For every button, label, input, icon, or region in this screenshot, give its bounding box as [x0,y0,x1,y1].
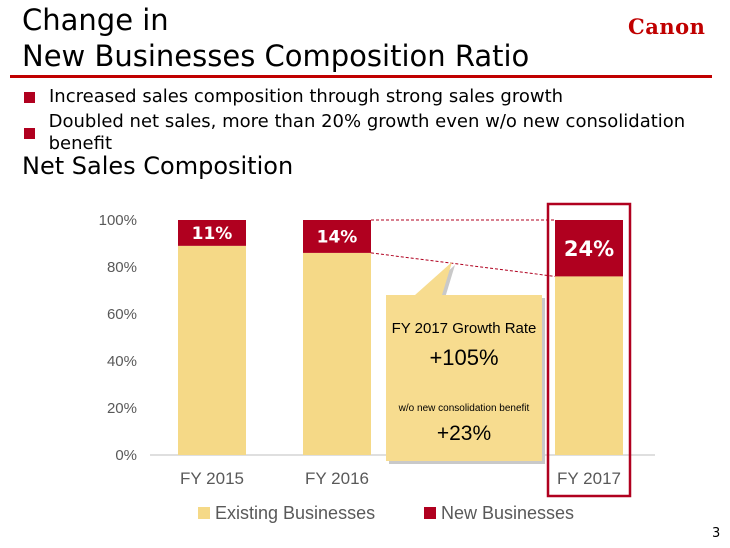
data-label: 24% [564,237,614,261]
y-tick-label: 40% [107,353,137,370]
bullet-item: Doubled net sales, more than 20% growth … [24,111,730,155]
bullet-text: Doubled net sales, more than 20% growth … [48,111,686,154]
y-tick-label: 20% [107,400,137,417]
page-title: Change in New Businesses Composition Rat… [22,2,529,74]
callout-note: w/o new consolidation benefit [398,403,530,414]
legend-swatch-new [424,507,436,519]
callout-growth-value: +105% [429,345,498,370]
callout-heading: FY 2017 Growth Rate [392,320,537,337]
y-tick-label: 60% [107,306,137,323]
canon-logo: Canon [628,14,706,39]
callout-bubble [386,262,542,461]
bar-existing-fy-2015 [178,245,246,455]
callout-note-value: +23% [437,422,491,445]
data-label: 11% [192,224,233,244]
bullet-square-icon [24,127,35,139]
y-tick-label: 0% [115,447,137,464]
fy2017-highlight-frame [546,202,632,498]
data-label: 14% [317,227,358,247]
title-rule [10,75,712,78]
x-tick-label: FY 2015 [180,469,244,488]
bar-new-fy-2017 [555,220,623,277]
page-number: 3 [712,526,721,541]
bullet-text: Increased sales composition through stro… [49,86,564,107]
legend-label-new: New Businesses [441,503,574,523]
legend-label-existing: Existing Businesses [215,503,375,523]
bar-new-fy-2016 [303,220,371,253]
title-line-2: New Businesses Composition Ratio [22,39,530,73]
connector-bottom-line [370,252,556,277]
bullet-square-icon [24,91,35,103]
title-line-1: Change in [22,3,169,37]
bar-new-fy-2015 [178,220,246,246]
x-tick-label: FY 2017 [557,469,621,488]
y-tick-label: 100% [99,212,137,229]
x-tick-label: FY 2016 [305,469,369,488]
bullet-list: Increased sales composition through stro… [24,86,730,158]
section-title: Net Sales Composition [22,152,294,180]
y-tick-label: 80% [107,259,137,276]
bar-existing-fy-2017 [555,276,623,455]
bar-existing-fy-2016 [303,252,371,455]
bullet-item: Increased sales composition through stro… [24,86,730,108]
legend-swatch-existing [198,507,210,519]
